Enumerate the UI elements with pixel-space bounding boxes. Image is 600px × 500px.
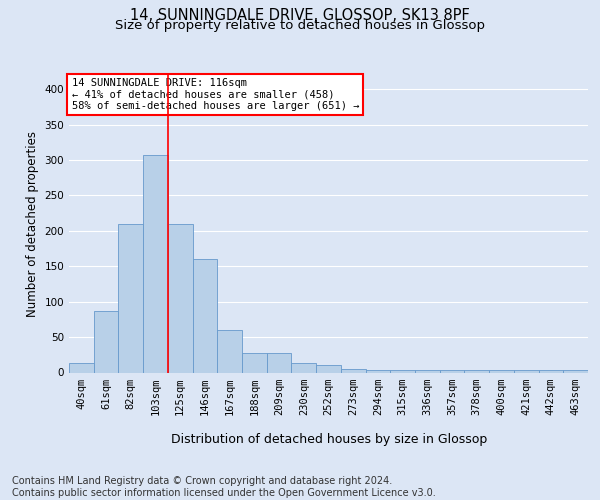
Bar [292, 362, 316, 372]
Bar [316, 366, 341, 372]
Text: Distribution of detached houses by size in Glossop: Distribution of detached houses by size … [170, 432, 487, 446]
Bar [440, 370, 464, 372]
Bar [267, 352, 292, 372]
Bar [341, 369, 365, 372]
Bar [489, 370, 514, 372]
Bar [143, 155, 168, 372]
Bar [563, 370, 588, 372]
Bar [390, 370, 415, 372]
Y-axis label: Number of detached properties: Number of detached properties [26, 130, 39, 317]
Bar [539, 370, 563, 372]
Bar [415, 370, 440, 372]
Bar [118, 224, 143, 372]
Bar [464, 370, 489, 372]
Text: Contains HM Land Registry data © Crown copyright and database right 2024.
Contai: Contains HM Land Registry data © Crown c… [12, 476, 436, 498]
Text: 14 SUNNINGDALE DRIVE: 116sqm
← 41% of detached houses are smaller (458)
58% of s: 14 SUNNINGDALE DRIVE: 116sqm ← 41% of de… [71, 78, 359, 111]
Bar [168, 224, 193, 372]
Text: Size of property relative to detached houses in Glossop: Size of property relative to detached ho… [115, 18, 485, 32]
Bar [242, 352, 267, 372]
Bar [217, 330, 242, 372]
Bar [193, 259, 217, 372]
Text: 14, SUNNINGDALE DRIVE, GLOSSOP, SK13 8PF: 14, SUNNINGDALE DRIVE, GLOSSOP, SK13 8PF [130, 8, 470, 22]
Bar [94, 311, 118, 372]
Bar [69, 364, 94, 372]
Bar [514, 370, 539, 372]
Bar [365, 370, 390, 372]
